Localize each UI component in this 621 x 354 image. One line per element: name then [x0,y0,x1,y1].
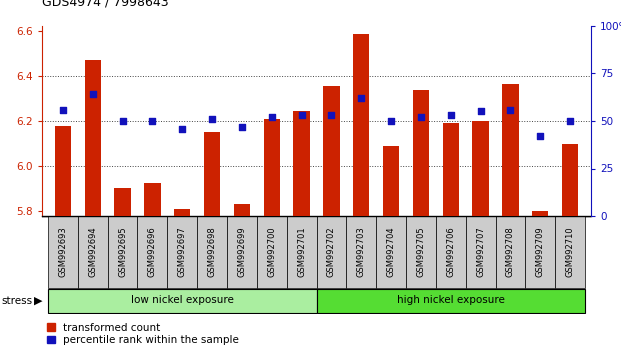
Bar [48,216,78,288]
Bar [167,216,197,288]
Bar [525,216,555,288]
Text: GSM992693: GSM992693 [58,227,68,278]
Bar [263,119,280,216]
Bar [174,209,191,216]
Bar [197,216,227,288]
Bar [257,216,287,288]
Text: GSM992709: GSM992709 [536,227,545,277]
Bar [347,216,376,288]
Bar [317,216,347,288]
Bar [562,144,578,216]
Text: high nickel exposure: high nickel exposure [397,296,505,306]
Bar [466,216,496,288]
Text: GSM992704: GSM992704 [387,227,396,277]
Point [446,113,456,118]
Bar [55,126,71,216]
Bar [227,216,257,288]
Text: GSM992707: GSM992707 [476,227,485,278]
Text: GSM992696: GSM992696 [148,227,157,278]
Point [327,113,337,118]
Point [505,107,515,113]
Bar [84,60,101,216]
Text: GSM992698: GSM992698 [207,227,217,278]
Bar [436,216,466,288]
Bar [376,216,406,288]
Bar [204,132,220,216]
Bar [144,183,161,216]
Bar [233,204,250,216]
Point [356,95,366,101]
Point [267,114,277,120]
Legend: transformed count, percentile rank within the sample: transformed count, percentile rank withi… [47,322,238,345]
Bar [555,216,585,288]
Text: GDS4974 / 7998643: GDS4974 / 7998643 [42,0,169,9]
Text: GSM992695: GSM992695 [118,227,127,277]
Point [117,118,127,124]
Point [297,113,307,118]
Point [58,107,68,113]
Point [237,124,247,130]
Point [386,118,396,124]
Text: low nickel exposure: low nickel exposure [131,296,233,306]
Bar [114,188,131,216]
Bar [293,111,310,216]
Text: GSM992703: GSM992703 [356,227,366,278]
Bar [413,91,429,216]
Bar [353,34,369,216]
Point [147,118,157,124]
Text: GSM992697: GSM992697 [178,227,187,278]
Bar [383,146,399,216]
Text: stress: stress [1,296,32,306]
Bar [532,211,548,216]
Text: GSM992702: GSM992702 [327,227,336,277]
Bar [137,216,167,288]
Point [416,114,426,120]
Point [535,133,545,139]
Bar [406,216,436,288]
Bar [496,216,525,288]
Text: GSM992708: GSM992708 [506,227,515,278]
Text: GSM992705: GSM992705 [417,227,425,277]
Bar [323,86,340,216]
Bar [443,123,459,216]
Bar [78,216,107,288]
Bar [317,289,585,313]
Text: GSM992710: GSM992710 [566,227,574,277]
Point [88,92,97,97]
Text: GSM992699: GSM992699 [237,227,247,277]
Point [177,126,187,131]
Point [565,118,575,124]
Text: GSM992706: GSM992706 [446,227,455,278]
Text: GSM992700: GSM992700 [267,227,276,277]
Text: GSM992694: GSM992694 [88,227,97,277]
Text: GSM992701: GSM992701 [297,227,306,277]
Point [207,116,217,122]
Bar [107,216,137,288]
Text: ▶: ▶ [34,296,42,306]
Point [476,109,486,114]
Bar [502,84,519,216]
Bar [287,216,317,288]
Bar [473,121,489,216]
Bar [48,289,317,313]
